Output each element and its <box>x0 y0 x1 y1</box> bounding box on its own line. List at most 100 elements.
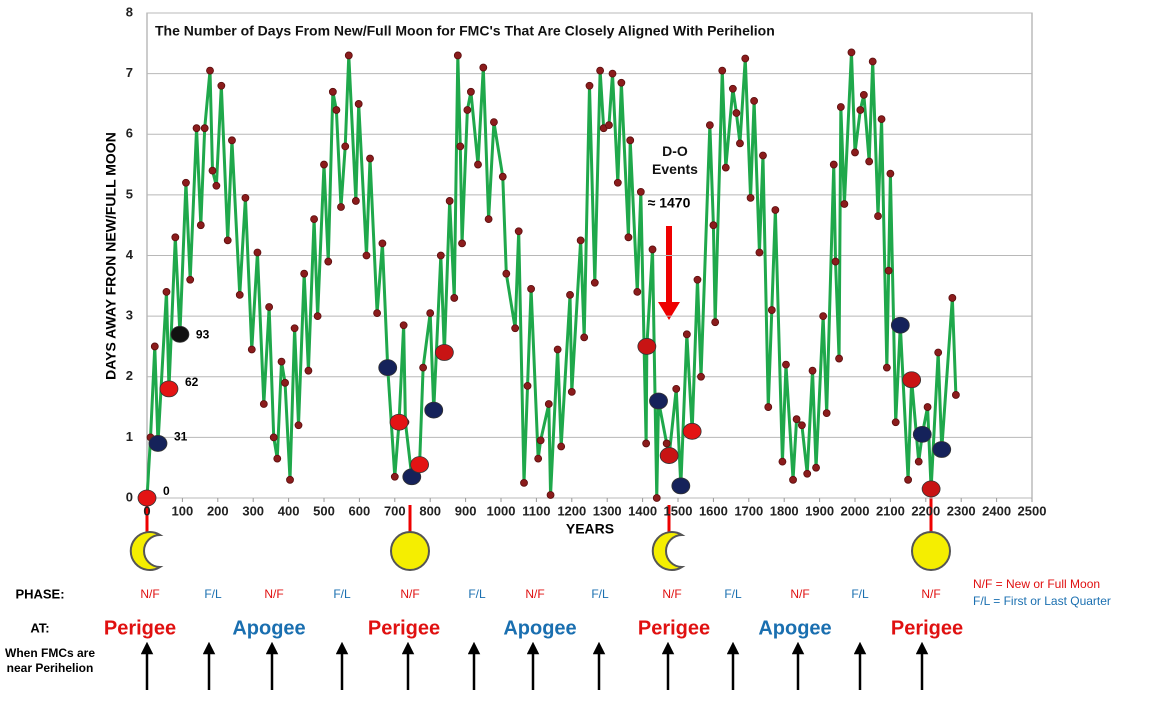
data-point <box>829 160 838 169</box>
data-point <box>546 491 555 499</box>
data-point <box>324 257 333 266</box>
phase-label: PHASE: <box>15 586 64 601</box>
phase: N/F <box>790 587 809 601</box>
data-point <box>617 78 626 87</box>
arrow-label-box: When FMCs are near Perihelion <box>5 646 95 675</box>
data-point <box>150 342 159 351</box>
phase: N/F <box>662 587 681 601</box>
data-point <box>642 439 651 448</box>
x-tick-label: 1000 <box>487 503 516 518</box>
position: Perigee <box>891 617 963 639</box>
data-point <box>341 142 350 151</box>
point-label: 93 <box>196 327 210 341</box>
highlight-point <box>649 392 668 410</box>
data-point <box>934 348 943 357</box>
x-tick-label: 2200 <box>911 503 940 518</box>
data-point <box>453 51 462 60</box>
x-tick-label: 1800 <box>770 503 799 518</box>
data-point <box>697 372 705 381</box>
position: Perigee <box>368 617 440 639</box>
data-point <box>490 118 498 127</box>
data-point <box>836 103 845 111</box>
data-point <box>767 306 776 314</box>
data-point <box>847 48 856 57</box>
data-point <box>782 360 790 369</box>
data-point <box>310 215 318 224</box>
data-point <box>399 321 408 330</box>
data-point <box>320 160 328 169</box>
x-tick-label: 2400 <box>982 503 1011 518</box>
data-point <box>705 121 714 130</box>
highlight-point <box>659 447 679 464</box>
data-point <box>186 275 195 284</box>
data-point <box>208 166 217 175</box>
data-point <box>557 442 566 451</box>
x-tick-label: 1500 <box>664 503 693 518</box>
x-tick-label: 1300 <box>593 503 622 518</box>
data-point <box>711 318 720 327</box>
x-tick-label: 1100 <box>522 503 550 518</box>
chart-title: The Number of Days From New/Full Moon fo… <box>155 23 775 39</box>
x-tick-label: 1400 <box>628 503 657 518</box>
full-moon <box>911 531 951 571</box>
x-tick-label: 2300 <box>947 503 976 518</box>
data-point <box>362 251 371 260</box>
y-tick-label: 8 <box>126 4 133 19</box>
data-point <box>808 366 817 375</box>
phase: N/F <box>525 587 544 601</box>
x-tick-label: 1600 <box>699 503 728 518</box>
data-point <box>426 309 435 317</box>
full-moon <box>390 531 430 571</box>
data-point <box>682 330 691 339</box>
data-point <box>868 57 877 66</box>
data-point <box>718 66 727 75</box>
data-point <box>253 248 262 257</box>
highlight-point <box>671 477 691 495</box>
data-point <box>856 106 865 114</box>
data-point <box>755 248 764 257</box>
data-point <box>241 194 250 202</box>
data-point <box>196 221 205 230</box>
data-point <box>281 378 289 387</box>
highlight-point <box>902 371 922 389</box>
data-point <box>436 251 445 260</box>
arrow-label: When FMCs are near Perihelion <box>5 646 95 675</box>
data-point <box>822 409 831 418</box>
data-point <box>450 294 459 302</box>
data-point <box>277 357 286 366</box>
data-point <box>273 454 282 463</box>
data-point <box>709 221 718 230</box>
phase: F/L <box>468 587 486 601</box>
highlight-point <box>378 359 398 377</box>
data-point <box>792 415 801 424</box>
position: Apogee <box>503 617 576 639</box>
x-tick-label: 600 <box>349 503 371 518</box>
x-tick-label: 300 <box>242 503 264 518</box>
highlight-point <box>912 425 932 443</box>
highlight-point <box>137 489 157 507</box>
data-point <box>652 494 661 502</box>
highlight-point <box>389 413 409 431</box>
data-point <box>534 454 543 463</box>
data-point <box>523 381 532 390</box>
x-tick-label: 500 <box>313 503 335 518</box>
data-point <box>373 309 382 317</box>
x-tick-label: 2000 <box>841 503 870 518</box>
data-point <box>576 236 585 245</box>
annotation: D-O Events <box>652 143 698 177</box>
data-point <box>923 403 932 411</box>
highlight-point <box>159 380 179 398</box>
data-point <box>951 391 960 399</box>
data-point <box>884 266 893 275</box>
data-point <box>182 178 190 187</box>
y-tick-label: 7 <box>126 65 133 80</box>
data-point <box>304 366 313 375</box>
position: Apogee <box>758 617 831 639</box>
data-point <box>206 66 214 75</box>
data-point <box>520 478 528 487</box>
data-point <box>235 291 244 299</box>
data-point <box>626 136 635 145</box>
data-point <box>590 278 599 287</box>
phase: N/F <box>921 587 940 601</box>
data-point <box>259 400 268 408</box>
